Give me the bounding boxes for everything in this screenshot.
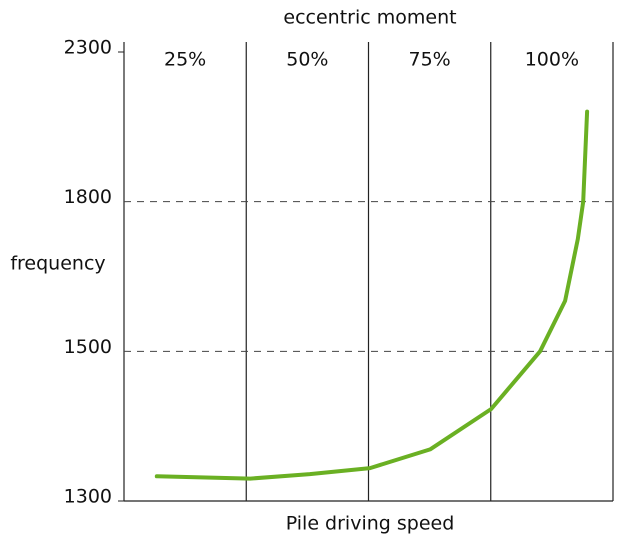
column-label: 100%	[525, 49, 579, 71]
y-tick-label: 1300	[64, 486, 112, 508]
y-tick-label: 2300	[64, 37, 112, 59]
y-axis-label: frequency	[10, 253, 105, 275]
curve	[154, 109, 590, 481]
y-tick-label: 1800	[64, 186, 112, 208]
x-axis-label: Pile driving speed	[286, 513, 455, 535]
column-label: 50%	[286, 49, 328, 71]
y-tick-label: 1500	[64, 336, 112, 358]
chart-title: eccentric moment	[283, 7, 456, 29]
column-label: 25%	[164, 49, 206, 71]
column-label: 75%	[409, 49, 451, 71]
